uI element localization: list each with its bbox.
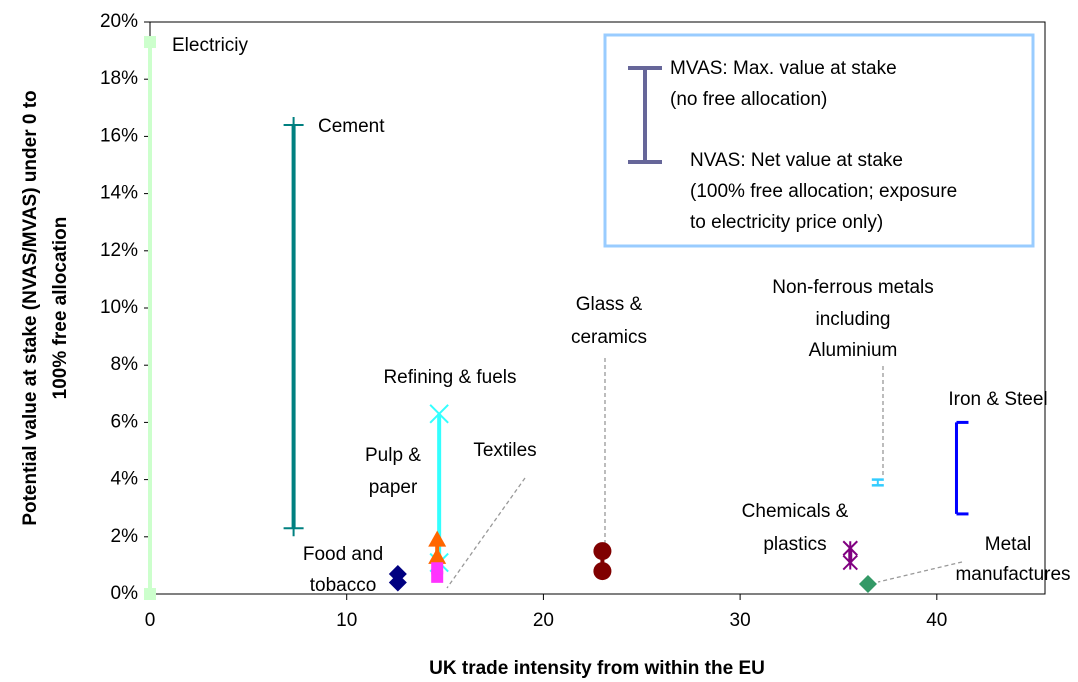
marker [283,116,304,133]
series-label: Chemicals & [742,501,849,522]
marker [842,554,858,571]
marker [858,574,877,593]
marker [842,540,858,556]
series-label: manufactures [955,564,1070,585]
y-axis-label: Potential value at stake (NVAS/MVAS) und… [20,90,41,525]
y-tick-label: 6% [111,411,139,432]
y-tick-label: 10% [100,297,138,318]
series-label: Aluminium [809,340,898,361]
legend-text: (100% free allocation; exposure [690,181,957,202]
x-tick-label: 30 [730,610,751,631]
series-label: Cement [318,116,385,137]
legend-box [603,33,1035,248]
series-label: including [816,309,891,330]
marker [429,404,449,424]
marker [428,530,447,547]
marker [144,36,156,49]
marker [593,562,612,581]
series-label: paper [369,477,418,498]
y-tick-label: 2% [111,526,139,547]
series-label: Iron & Steel [948,389,1047,410]
series-label: Food and [303,544,383,565]
series-label: ceramics [571,327,647,348]
marker [144,588,156,600]
series-label: Pulp & [365,445,421,466]
series-label: Electriciy [172,35,249,56]
marker [283,520,304,537]
series-label: tobacco [310,575,377,596]
y-tick-label: 0% [111,583,139,604]
y-tick-label: 8% [111,354,139,375]
y-tick-label: 14% [100,183,138,204]
series-label: Metal [985,534,1031,555]
legend-symbol [628,66,662,164]
leader-lines [446,358,963,589]
legend-text: to electricity price only) [690,212,883,233]
marker [431,562,444,575]
marker [428,547,447,564]
x-tick-label: 0 [145,610,156,631]
legend-text: NVAS: Net value at stake [690,150,903,171]
legend-text: (no free allocation) [670,89,827,110]
x-tick-label: 10 [336,610,357,631]
series-label: Non-ferrous metals [772,277,934,298]
y-tick-label: 16% [100,125,138,146]
series-label: plastics [763,534,826,555]
y-tick-label: 12% [100,240,138,261]
y-tick-label: 18% [100,68,138,89]
x-axis-label: UK trade intensity from within the EU [429,658,765,679]
y-tick-label: 20% [100,11,138,32]
x-tick-label: 20 [533,610,554,631]
series-label: Glass & [576,294,643,315]
series-label: Textiles [473,440,536,461]
y-axis-label: 100% free allocation [50,217,71,400]
y-tick-label: 4% [111,469,139,490]
legend-text: MVAS: Max. value at stake [670,58,897,79]
marker [388,564,407,583]
marker [593,542,612,561]
series-label: Refining & fuels [383,367,516,388]
x-tick-label: 40 [926,610,947,631]
